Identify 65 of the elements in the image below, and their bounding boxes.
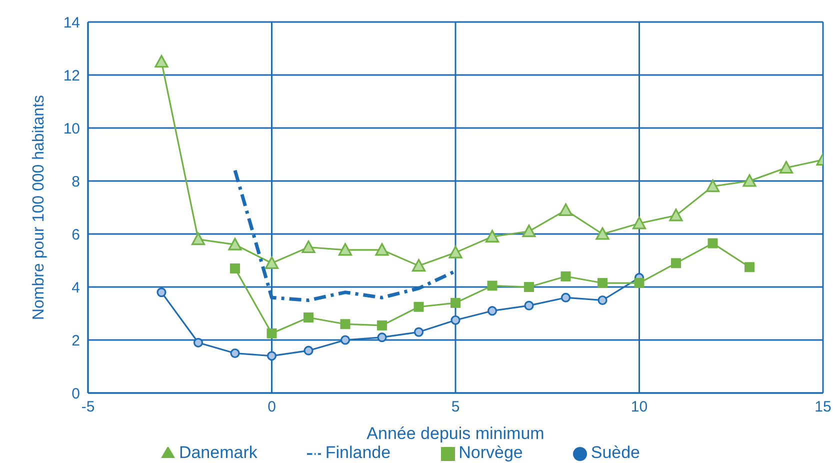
point xyxy=(156,288,166,298)
y-tick-label: 2 xyxy=(72,332,80,350)
y-axis-title: Nombre pour 100 000 habitants xyxy=(30,94,48,320)
point xyxy=(264,256,279,269)
point xyxy=(671,258,681,268)
y-tick-label: 10 xyxy=(63,120,80,138)
point xyxy=(598,278,608,288)
y-tick-label: 8 xyxy=(72,173,80,190)
point xyxy=(340,335,350,345)
point xyxy=(744,262,754,272)
legend-label: Suède xyxy=(590,443,640,462)
point xyxy=(228,238,242,250)
point xyxy=(448,246,462,258)
point xyxy=(304,346,314,356)
point xyxy=(377,320,387,330)
point xyxy=(487,306,498,316)
point xyxy=(485,230,500,242)
point xyxy=(706,180,720,192)
legend-label: Norvège xyxy=(458,443,523,462)
point xyxy=(304,312,314,322)
point xyxy=(302,240,316,254)
point xyxy=(338,243,352,256)
point xyxy=(522,224,536,238)
point xyxy=(598,295,608,306)
y-tick-label: 0 xyxy=(72,385,80,402)
legend-label: Finlande xyxy=(325,443,391,462)
point xyxy=(193,338,204,348)
point xyxy=(414,302,424,312)
x-tick-label: 15 xyxy=(814,398,832,416)
point xyxy=(266,351,277,361)
x-tick-label: 10 xyxy=(630,398,648,416)
y-tick-label: 4 xyxy=(72,279,80,296)
point xyxy=(708,238,718,248)
x-tick-label: 0 xyxy=(268,398,276,416)
point xyxy=(558,203,573,216)
point xyxy=(412,259,426,272)
point xyxy=(340,319,350,330)
point xyxy=(596,227,610,240)
point xyxy=(632,216,646,230)
point xyxy=(266,328,277,338)
legend-label: Danemark xyxy=(178,443,258,462)
point xyxy=(375,243,389,256)
x-axis-title: Année depuis minimum xyxy=(366,424,544,443)
y-tick-label: 6 xyxy=(72,226,80,244)
point xyxy=(154,54,168,68)
point xyxy=(560,271,571,282)
point xyxy=(634,278,644,288)
x-tick-label: -5 xyxy=(81,398,95,416)
x-tick-label: 5 xyxy=(451,398,460,416)
y-tick-label: 14 xyxy=(63,14,80,32)
point xyxy=(779,160,794,174)
point xyxy=(524,282,534,292)
point xyxy=(191,232,206,246)
point xyxy=(487,280,498,291)
point xyxy=(524,300,534,310)
point xyxy=(414,327,424,337)
point xyxy=(450,298,460,308)
point xyxy=(230,263,240,274)
point xyxy=(377,332,387,342)
point xyxy=(669,208,683,222)
point xyxy=(742,174,756,187)
point xyxy=(450,315,460,325)
point xyxy=(560,292,571,302)
y-tick-label: 12 xyxy=(63,67,80,84)
point xyxy=(230,348,240,358)
